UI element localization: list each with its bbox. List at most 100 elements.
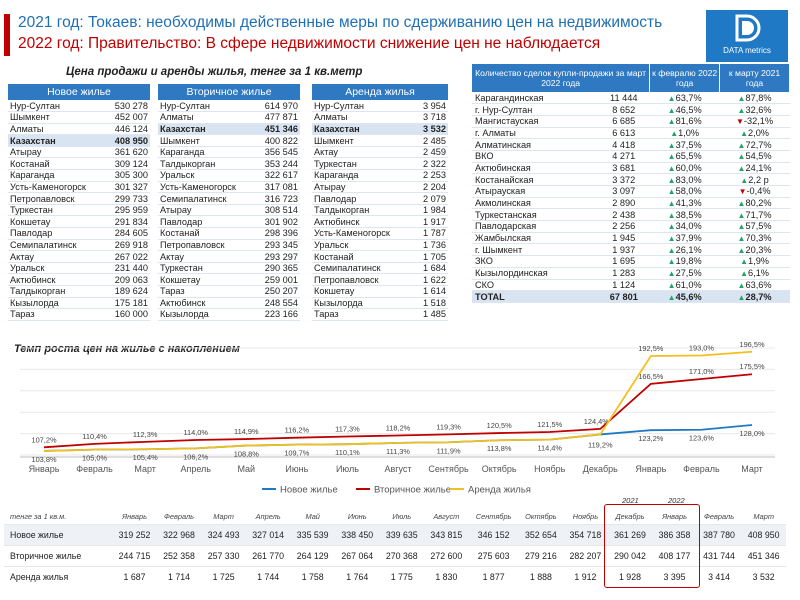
city-name: Тараз bbox=[312, 308, 414, 321]
price-value: 223 166 bbox=[254, 308, 300, 321]
data-label: 128,0% bbox=[739, 429, 764, 438]
price-value: 160 000 bbox=[104, 308, 150, 321]
price-row: Усть-Каменогорск 1 787 bbox=[312, 227, 448, 240]
change-feb: ▲34,0% bbox=[649, 220, 720, 233]
monthly-value: 1 928 bbox=[607, 565, 653, 587]
price-value: 1 787 bbox=[413, 227, 448, 240]
price-value: 322 617 bbox=[254, 169, 300, 182]
x-tick-label: Март bbox=[134, 464, 156, 474]
deals-row: TOTAL 67 801 ▲45,6% ▲28,7% bbox=[472, 290, 790, 303]
monthly-value: 322 968 bbox=[156, 523, 202, 545]
change-feb: ▲83,0% bbox=[649, 173, 720, 186]
change-mar: ▲70,3% bbox=[719, 232, 790, 245]
city-name: Нур-Султан bbox=[8, 100, 105, 113]
arrow-down-icon: ▼ bbox=[738, 187, 747, 197]
change-mar: ▲24,1% bbox=[719, 162, 790, 175]
month-header: Март bbox=[213, 512, 234, 522]
price-value: 1 984 bbox=[413, 204, 448, 217]
city-name: Петропавловск bbox=[312, 273, 414, 286]
deals-header-mar: к марту 2021 года bbox=[719, 64, 790, 92]
monthly-value: 261 770 bbox=[245, 544, 291, 566]
deals-row: Кызылординская 1 283 ▲27,5% ▲6,1% bbox=[472, 267, 790, 280]
month-header: Сентябрь bbox=[475, 512, 512, 522]
region-name: Карагандинская bbox=[472, 92, 598, 105]
change-value: 26,1% bbox=[675, 244, 702, 255]
month-header: Март bbox=[753, 512, 774, 522]
monthly-value: 1 830 bbox=[424, 565, 469, 587]
price-row: Семипалатинск 269 918 bbox=[8, 239, 150, 252]
price-row: Атырау 308 514 bbox=[158, 204, 300, 217]
monthly-value: 346 152 bbox=[468, 523, 519, 545]
deals-row: ВКО 4 271 ▲65,5% ▲54,5% bbox=[472, 150, 790, 163]
city-name: Костанай bbox=[8, 157, 105, 171]
change-mar: ▼-32,1% bbox=[719, 115, 790, 128]
rent-table: Аренда жилья Нур-Султан 3 954 Алматы 3 718 К… bbox=[312, 84, 448, 321]
price-value: 293 345 bbox=[254, 239, 300, 252]
price-value: 301 902 bbox=[254, 215, 300, 229]
x-tick-label: Ноябрь bbox=[534, 464, 566, 474]
dec-jan-highlight-box bbox=[604, 504, 700, 588]
city-name: Усть-Каменогорск bbox=[312, 227, 414, 240]
change-feb: ▲46,5% bbox=[649, 103, 720, 116]
arrow-up-icon: ▲ bbox=[667, 222, 676, 232]
change-mar: ▲63,6% bbox=[719, 279, 790, 292]
deals-row: Павлодарская 2 256 ▲34,0% ▲57,5% bbox=[472, 220, 790, 233]
change-value: 37,5% bbox=[675, 139, 702, 150]
new-housing-header: Новое жилье bbox=[8, 84, 150, 100]
price-row: Казахстан 3 532 bbox=[312, 123, 448, 136]
deals-row: СКО 1 124 ▲61,0% ▲63,6% bbox=[472, 279, 790, 292]
x-tick-label: Август bbox=[384, 464, 411, 474]
monthly-value: 451 346 bbox=[741, 544, 786, 566]
arrow-up-icon: ▲ bbox=[740, 128, 749, 138]
price-value: 295 959 bbox=[104, 204, 150, 217]
region-name: Атырауская bbox=[472, 185, 598, 198]
change-value: 38,5% bbox=[675, 209, 702, 220]
city-name: Уральск bbox=[8, 262, 105, 275]
month-header: Январь bbox=[662, 512, 687, 522]
region-name: Актюбинская bbox=[472, 162, 598, 175]
monthly-value: 244 715 bbox=[112, 544, 157, 566]
city-name: Уральск bbox=[312, 239, 414, 252]
change-value: 60,0% bbox=[675, 162, 702, 173]
price-value: 2 253 bbox=[413, 169, 448, 182]
city-name: Нур-Султан bbox=[312, 100, 414, 113]
change-value: 87,8% bbox=[745, 92, 772, 103]
city-name: Петропавловск bbox=[158, 239, 255, 252]
region-name: TOTAL bbox=[472, 290, 598, 303]
monthly-value: 1 744 bbox=[245, 565, 291, 587]
change-mar: ▲1,9% bbox=[719, 255, 790, 268]
price-row: Тараз 160 000 bbox=[8, 308, 150, 321]
header-accent-bar bbox=[4, 14, 10, 56]
deal-count: 3 681 bbox=[597, 162, 650, 175]
price-row: Усть-Каменогорск 317 081 bbox=[158, 181, 300, 194]
city-name: Туркестан bbox=[312, 157, 414, 171]
deals-row: Карагандинская 11 444 ▲63,7% ▲87,8% bbox=[472, 92, 790, 105]
monthly-value: 3 532 bbox=[741, 565, 786, 587]
data-label: 114,9% bbox=[234, 427, 259, 436]
price-row: Костанай 1 705 bbox=[312, 250, 448, 263]
city-name: Павлодар bbox=[312, 192, 414, 205]
city-name: Актюбинск bbox=[312, 215, 414, 229]
deals-row: Алматинская 4 418 ▲37,5% ▲72,7% bbox=[472, 138, 790, 151]
monthly-value: 1 725 bbox=[201, 565, 246, 587]
price-value: 290 365 bbox=[254, 262, 300, 275]
city-name: Семипалатинск bbox=[312, 262, 414, 275]
change-feb: ▲63,7% bbox=[649, 92, 720, 105]
monthly-value: 3 395 bbox=[652, 565, 697, 587]
arrow-up-icon: ▲ bbox=[670, 128, 679, 138]
growth-line-chart: Январь Февраль Март Апрель Май Июнь Июль Август… bbox=[20, 340, 775, 496]
price-value: 1 705 bbox=[413, 250, 448, 263]
change-mar: ▲2,0% bbox=[719, 127, 790, 140]
price-row: Туркестан 290 365 bbox=[158, 262, 300, 275]
arrow-up-icon: ▲ bbox=[737, 140, 746, 150]
change-value: 1,0% bbox=[678, 127, 700, 138]
secondary-housing-table: Вторичное жилье Нур-Султан 614 970 Алматы 4… bbox=[158, 84, 300, 321]
city-name: Кокшетау bbox=[158, 273, 255, 286]
price-row: Алматы 3 718 bbox=[312, 111, 448, 124]
city-name: Шымкент bbox=[8, 111, 105, 124]
price-value: 530 278 bbox=[104, 100, 150, 113]
deal-count: 2 256 bbox=[597, 220, 650, 233]
city-name: Актау bbox=[158, 250, 255, 263]
price-row: Павлодар 284 605 bbox=[8, 227, 150, 240]
change-value: 63,6% bbox=[745, 279, 772, 290]
